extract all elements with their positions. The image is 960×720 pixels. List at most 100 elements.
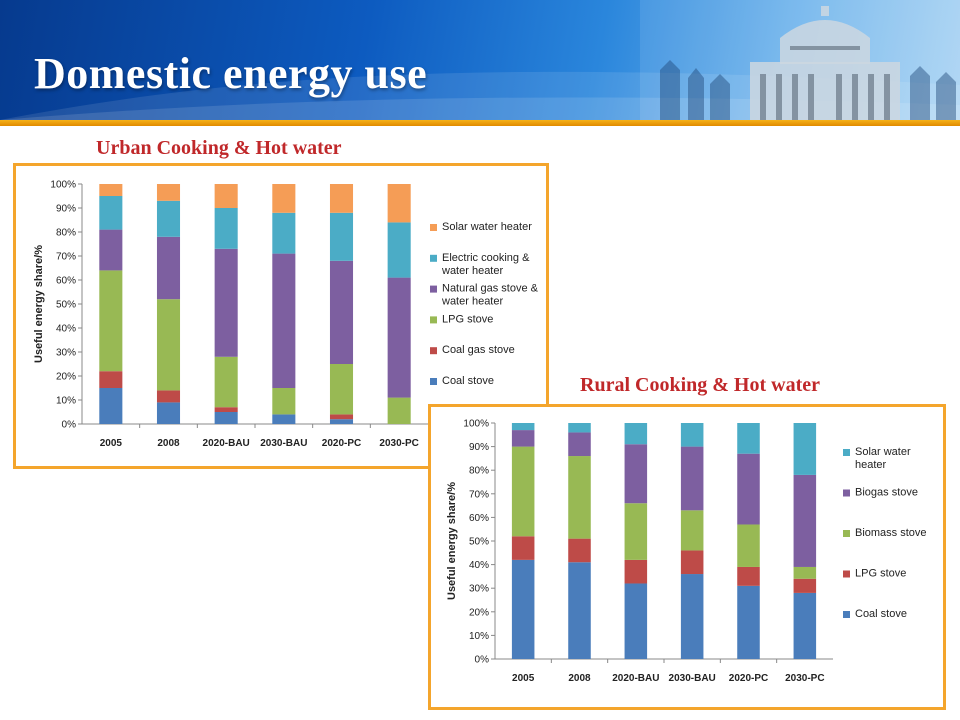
urban-legend-label: Solar water heater: [442, 221, 532, 233]
rural-legend-label: Biomass stove: [855, 527, 927, 539]
rural-bar-segment-2030-BAU-1: [680, 550, 704, 575]
urban-bar-segment-2030-PC-2: [387, 397, 411, 424]
rural-legend-label: Coal stove: [855, 608, 907, 620]
rural-bar-segment-2020-PC-3: [737, 453, 760, 525]
rural-legend-label: LPG stove: [855, 568, 906, 580]
urban-bar-segment-2020-PC-4: [329, 212, 354, 261]
rural-y-axis-title: Useful energy share/%: [446, 482, 458, 600]
urban-bar-segment-2030-PC-3: [387, 277, 411, 398]
urban-legend-label: Coal gas stove: [442, 344, 515, 356]
rural-legend-swatch: [843, 489, 850, 497]
rural-bar-segment-2020-PC-2: [737, 524, 760, 567]
rural-legend-swatch: [843, 570, 850, 578]
rural-bar-segment-2005-0: [511, 559, 535, 659]
urban-bar-segment-2008-3: [156, 236, 181, 300]
urban-y-tick-label: 10%: [56, 396, 76, 407]
rural-bar-segment-2030-PC-0: [793, 592, 817, 659]
rural-category-label: 2020-BAU: [612, 673, 659, 684]
rural-category-label: 2030-PC: [785, 673, 824, 684]
rural-bar-segment-2020-BAU-0: [624, 583, 648, 659]
urban-bar-segment-2030-BAU-4: [272, 212, 296, 254]
urban-category-label: 2020-BAU: [203, 438, 250, 449]
urban-bar-segment-2030-BAU-3: [272, 253, 296, 388]
urban-legend-swatch: [430, 254, 437, 262]
urban-legend-swatch: [430, 285, 437, 293]
rural-bar-segment-2008-0: [568, 562, 591, 659]
rural-legend-label: Solar water heater: [855, 446, 911, 471]
urban-bar-segment-2020-BAU-2: [214, 356, 238, 408]
rural-legend-swatch: [843, 530, 850, 537]
urban-legend-label: Electric cooking & water heater: [441, 252, 530, 277]
rural-category-label: 2008: [568, 673, 591, 684]
urban-y-axis-title: Useful energy share/%: [33, 245, 45, 363]
slide-title: Domestic energy use: [34, 49, 428, 98]
rural-bar-segment-2008-4: [568, 423, 591, 433]
urban-y-tick-label: 30%: [56, 348, 76, 359]
urban-bar-segment-2020-PC-1: [329, 414, 354, 420]
urban-y-tick-label: 60%: [56, 276, 76, 287]
urban-bar-segment-2005-1: [99, 371, 123, 388]
rural-legend-swatch: [843, 611, 850, 618]
rural-bar-segment-2020-BAU-3: [624, 444, 648, 504]
rural-legend-swatch: [843, 449, 850, 456]
rural-bar-segment-2020-BAU-2: [624, 503, 648, 560]
urban-legend-swatch: [430, 316, 437, 324]
urban-bar-segment-2008-0: [156, 402, 181, 424]
urban-y-tick-label: 100%: [50, 180, 76, 191]
urban-category-label: 2030-BAU: [260, 438, 307, 449]
rural-bar-segment-2020-BAU-1: [624, 559, 648, 584]
urban-bar-segment-2020-BAU-1: [214, 407, 238, 412]
rural-bar-segment-2030-BAU-4: [680, 423, 704, 447]
rural-y-tick-label: 10%: [469, 631, 489, 642]
urban-y-tick-label: 40%: [56, 324, 76, 335]
urban-bar-segment-2005-3: [99, 229, 123, 271]
rural-y-tick-label: 30%: [469, 584, 489, 595]
urban-bar-segment-2008-1: [156, 390, 181, 403]
rural-category-label: 2030-BAU: [669, 673, 716, 684]
rural-category-label: 2020-PC: [729, 673, 768, 684]
rural-y-tick-label: 80%: [469, 466, 489, 477]
rural-chart-panel: Useful energy share/% 0% 10% 20% 30% 40% 50% 60…: [428, 404, 946, 710]
rural-bar-segment-2008-3: [568, 432, 591, 457]
urban-y-tick-label: 90%: [56, 204, 76, 215]
rural-bar-segment-2005-4: [511, 423, 535, 431]
urban-legend-label: LPG stove: [442, 313, 493, 325]
urban-bar-segment-2008-5: [156, 184, 181, 201]
rural-bar-segment-2020-PC-0: [737, 585, 760, 659]
rural-y-tick-label: 40%: [469, 560, 489, 571]
urban-category-label: 2030-PC: [379, 438, 418, 449]
urban-y-tick-label: 80%: [56, 228, 76, 239]
urban-bar-segment-2020-PC-0: [329, 419, 354, 424]
urban-category-label: 2008: [157, 438, 180, 449]
rural-y-tick-label: 20%: [469, 607, 489, 618]
rural-bar-segment-2005-2: [511, 446, 535, 537]
urban-bar-segment-2005-0: [99, 388, 123, 424]
urban-bar-segment-2005-5: [99, 184, 123, 196]
rural-bar-segment-2005-1: [511, 536, 535, 560]
urban-bar-segment-2020-BAU-4: [214, 208, 238, 249]
rural-bar-segment-2008-1: [568, 538, 591, 563]
urban-bar-segment-2020-BAU-5: [214, 184, 238, 208]
rural-bar-segment-2030-PC-3: [793, 474, 817, 567]
urban-legend-swatch: [430, 378, 437, 385]
urban-bar-segment-2030-BAU-0: [272, 414, 296, 424]
rural-y-tick-label: 50%: [469, 537, 489, 548]
rural-bar-segment-2030-BAU-3: [680, 446, 704, 511]
urban-bar-segment-2030-PC-5: [387, 184, 411, 223]
urban-legend-label: Coal stove: [442, 375, 494, 387]
rural-chart-heading: Rural Cooking & Hot water: [580, 374, 820, 396]
rural-bar-segment-2030-PC-4: [793, 423, 817, 475]
rural-bar-segment-2030-BAU-0: [680, 574, 704, 659]
rural-y-tick-label: 90%: [469, 442, 489, 453]
rural-legend-label: Biogas stove: [855, 487, 918, 499]
urban-chart: Useful energy share/% 0% 10% 20% 30% 40% 50% 60…: [33, 180, 539, 450]
rural-y-tick-label: 100%: [463, 419, 489, 430]
rural-bar-segment-2005-3: [511, 430, 535, 447]
urban-bar-segment-2030-BAU-2: [272, 388, 296, 415]
urban-category-label: 2020-PC: [322, 438, 361, 449]
urban-bar-segment-2020-PC-3: [329, 260, 354, 364]
urban-y-tick-label: 50%: [56, 300, 76, 311]
urban-chart-heading: Urban Cooking & Hot water: [96, 137, 342, 159]
urban-bar-segment-2008-2: [156, 299, 181, 391]
urban-bar-segment-2005-2: [99, 270, 123, 372]
